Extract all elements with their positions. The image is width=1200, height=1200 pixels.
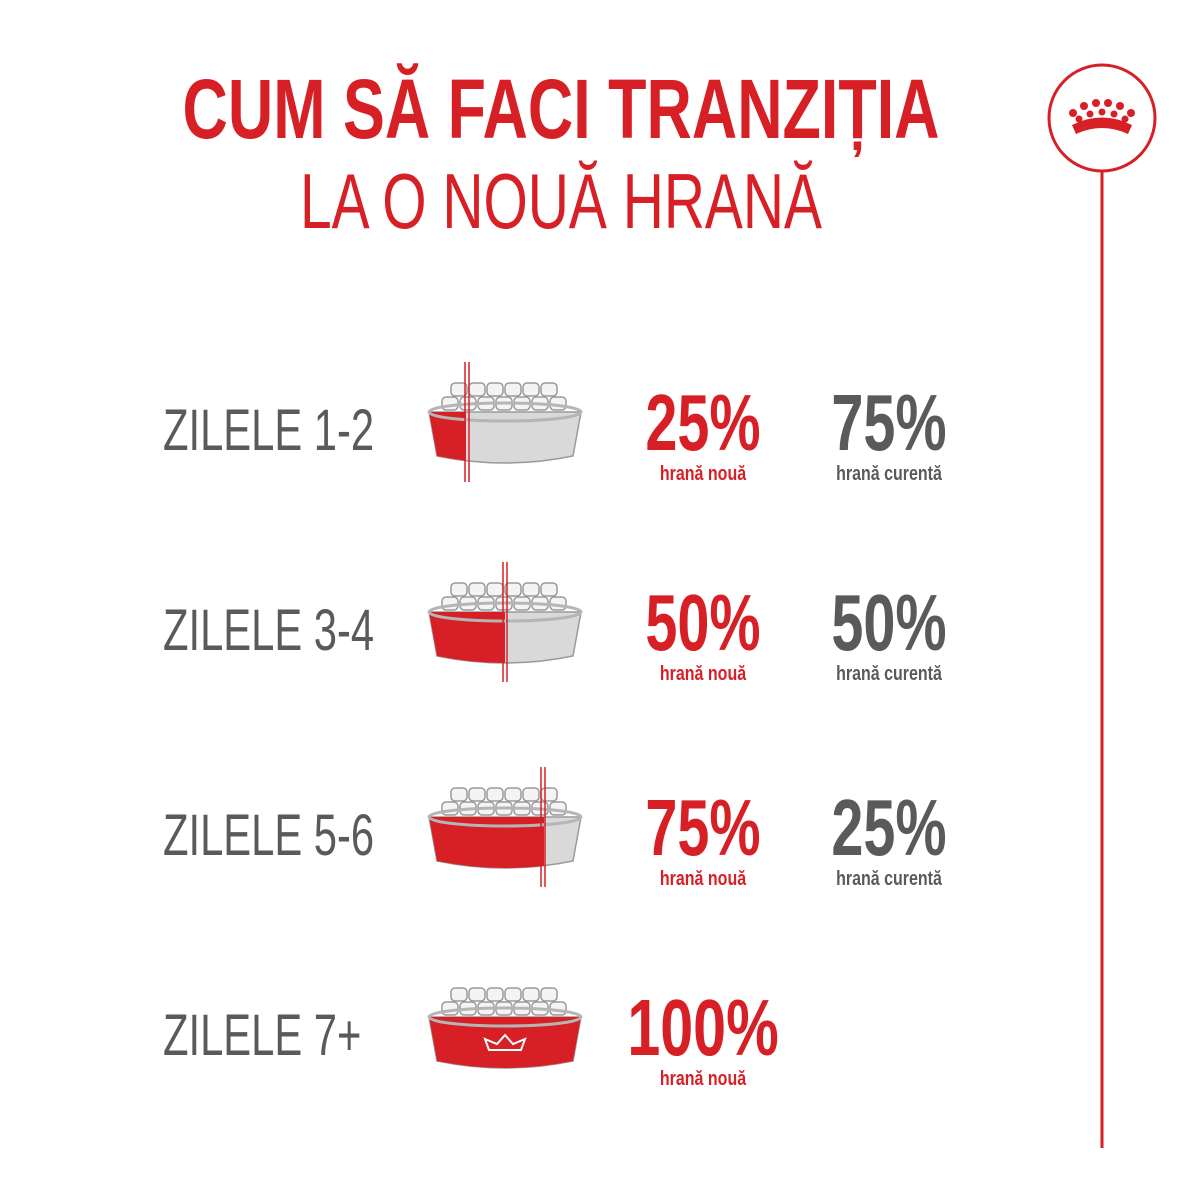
current-percent: 50% bbox=[831, 578, 946, 668]
kibble bbox=[450, 987, 468, 1002]
kibble bbox=[540, 787, 558, 802]
bowl-crown bbox=[483, 1033, 527, 1051]
bowl bbox=[427, 767, 583, 887]
kibble bbox=[468, 987, 486, 1002]
current-percent: 75% bbox=[831, 378, 946, 468]
step-label-wrap: ZILELE 1-2 bbox=[163, 397, 374, 462]
new-percent-wrap: 100% bbox=[627, 982, 778, 1072]
new-label-wrap: hrană nouă bbox=[660, 462, 747, 484]
current-percent-wrap: 75% bbox=[831, 378, 946, 468]
step-label: ZILELE 5-6 bbox=[163, 802, 374, 867]
new-label-wrap: hrană nouă bbox=[660, 662, 747, 684]
new-percent-wrap: 75% bbox=[645, 783, 760, 873]
kibble bbox=[486, 987, 504, 1002]
kibble bbox=[486, 382, 504, 397]
new-label: hrană nouă bbox=[660, 462, 747, 484]
step-label: ZILELE 3-4 bbox=[163, 597, 374, 662]
bowl-new bbox=[429, 1017, 581, 1068]
current-percent: 25% bbox=[831, 783, 946, 873]
crown-logo bbox=[1069, 99, 1135, 134]
step-label: ZILELE 7+ bbox=[163, 1002, 361, 1067]
new-label: hrană nouă bbox=[660, 1067, 747, 1089]
bowl-new bbox=[429, 612, 505, 663]
bowl-new bbox=[429, 412, 466, 461]
kibble bbox=[522, 987, 540, 1002]
kibble bbox=[522, 582, 540, 597]
new-percent: 75% bbox=[645, 783, 760, 873]
current-percent-wrap: 25% bbox=[831, 783, 946, 873]
kibble bbox=[450, 582, 468, 597]
kibble bbox=[522, 787, 540, 802]
bowl-rim bbox=[427, 601, 583, 623]
step-label-wrap: ZILELE 3-4 bbox=[163, 597, 374, 662]
step-label-wrap: ZILELE 5-6 bbox=[163, 802, 374, 867]
current-label-wrap: hrană curentă bbox=[836, 867, 943, 889]
bowl-new bbox=[429, 817, 544, 868]
kibble bbox=[450, 787, 468, 802]
kibble bbox=[540, 382, 558, 397]
step-label-wrap: ZILELE 7+ bbox=[163, 1002, 361, 1067]
step-row: ZILELE 5-6 75%hrană nouă 25%hrană curentă bbox=[163, 767, 947, 889]
kibble bbox=[504, 582, 522, 597]
new-percent-wrap: 50% bbox=[645, 578, 760, 668]
kibble bbox=[504, 382, 522, 397]
kibble bbox=[468, 787, 486, 802]
kibble bbox=[522, 382, 540, 397]
kibble bbox=[468, 382, 486, 397]
bowl-rim bbox=[427, 401, 583, 423]
kibble bbox=[486, 787, 504, 802]
current-percent-wrap: 50% bbox=[831, 578, 946, 668]
step-label: ZILELE 1-2 bbox=[163, 397, 374, 462]
current-label-wrap: hrană curentă bbox=[836, 662, 943, 684]
new-percent: 25% bbox=[645, 378, 760, 468]
new-label: hrană nouă bbox=[660, 867, 747, 889]
bowl-rim bbox=[427, 1006, 583, 1028]
bowl bbox=[427, 987, 583, 1069]
kibble bbox=[504, 787, 522, 802]
kibble bbox=[468, 582, 486, 597]
new-label-wrap: hrană nouă bbox=[660, 1067, 747, 1089]
kibble bbox=[540, 987, 558, 1002]
subtitle: LA O NOUĂ HRANĂ bbox=[300, 157, 822, 245]
bowl bbox=[427, 562, 583, 682]
step-row: ZILELE 7+ 100%hrană nouă bbox=[163, 982, 779, 1089]
current-label: hrană curentă bbox=[836, 462, 943, 484]
step-row: ZILELE 1-2 25%hrană nouă 75%hrană curentă bbox=[163, 362, 947, 484]
title: CUM SĂ FACI TRANZIȚIA bbox=[183, 62, 940, 157]
kibble bbox=[540, 582, 558, 597]
current-label: hrană curentă bbox=[836, 662, 943, 684]
new-percent: 100% bbox=[627, 982, 778, 1072]
kibble bbox=[450, 382, 468, 397]
current-label: hrană curentă bbox=[836, 867, 943, 889]
bowl bbox=[427, 362, 583, 482]
new-label: hrană nouă bbox=[660, 662, 747, 684]
bowl-rim bbox=[427, 806, 583, 828]
new-label-wrap: hrană nouă bbox=[660, 867, 747, 889]
current-label-wrap: hrană curentă bbox=[836, 462, 943, 484]
kibble bbox=[486, 582, 504, 597]
new-percent: 50% bbox=[645, 578, 760, 668]
kibble bbox=[504, 987, 522, 1002]
new-percent-wrap: 25% bbox=[645, 378, 760, 468]
